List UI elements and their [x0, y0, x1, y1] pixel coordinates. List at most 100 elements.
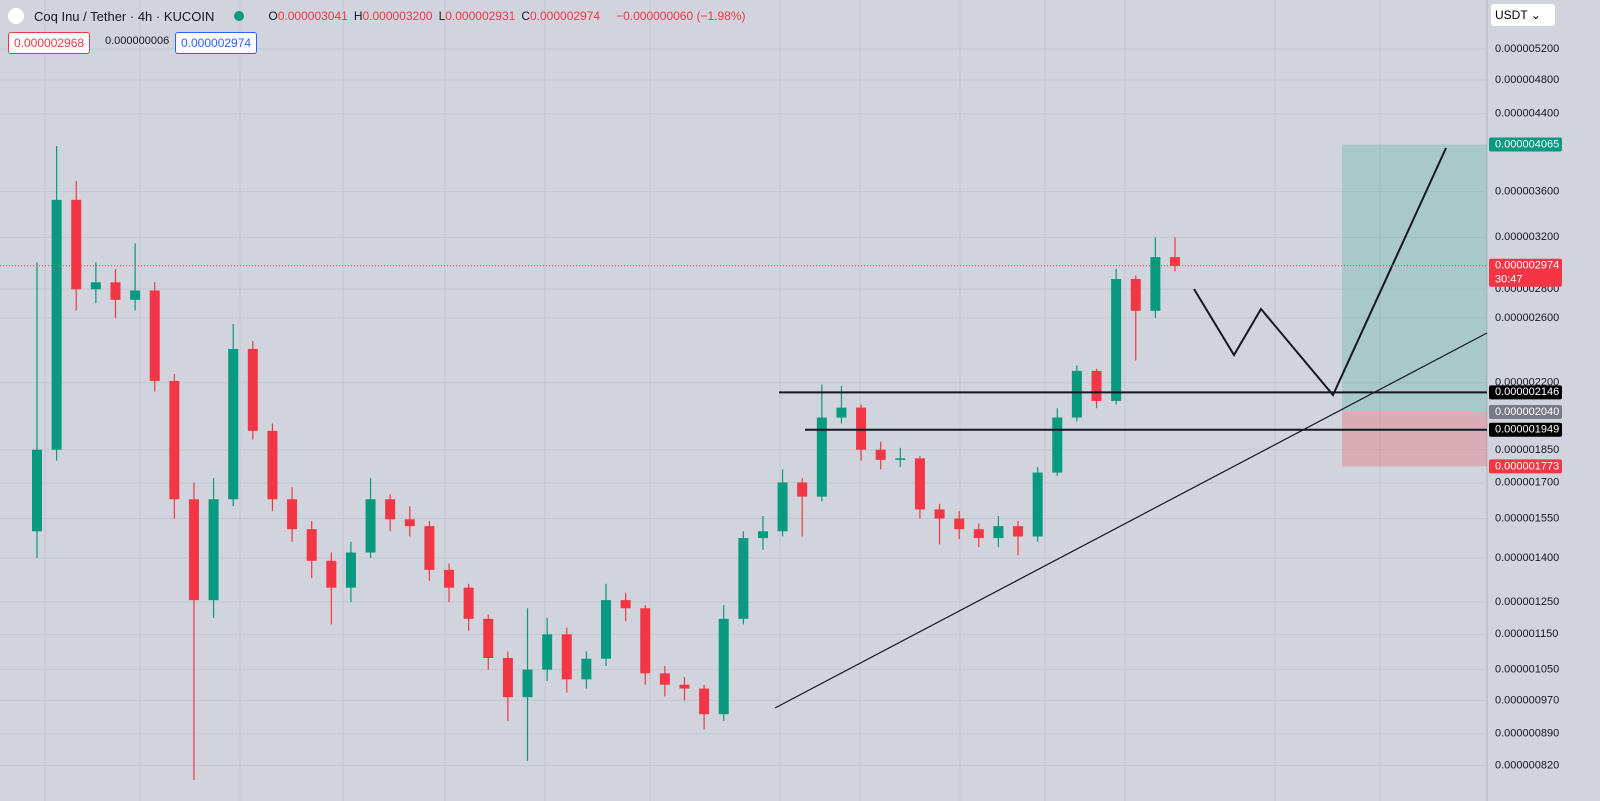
target-label: 0.000004065: [1495, 138, 1559, 150]
candle-body: [32, 449, 42, 532]
stop-zone: [1342, 411, 1487, 467]
level-label: 0.000002146: [1495, 386, 1559, 398]
y-tick-label: 0.000000820: [1495, 759, 1559, 771]
candle-body: [208, 499, 219, 601]
candle-body: [856, 407, 867, 450]
candle-body: [188, 499, 199, 601]
candle-body: [875, 449, 886, 460]
candle-body: [1091, 370, 1102, 401]
candle-body: [502, 657, 513, 698]
candle-body: [1111, 279, 1122, 401]
y-tick-label: 0.000000890: [1495, 728, 1559, 740]
candle-body: [718, 618, 729, 715]
last-price-label-bg: [1489, 258, 1562, 287]
entry-label: 0.000002040: [1495, 406, 1559, 418]
ohlc-label: L: [438, 9, 446, 23]
ohlc: O0.000003041 H0.000003200 L0.000002931 C0.0…: [268, 9, 606, 23]
candle-body: [444, 569, 455, 588]
ohlc-value: 0.000003041: [277, 9, 348, 23]
price-axis: [1487, 0, 1568, 801]
candle-body: [679, 684, 690, 689]
projection-path: [1193, 147, 1447, 397]
candle-body: [306, 529, 317, 561]
candle-body: [90, 282, 101, 290]
candle-body: [620, 600, 631, 609]
currency-select[interactable]: USDT ⌄: [1491, 4, 1555, 26]
vertical-grid: [44, 0, 1381, 801]
candle-body: [993, 526, 1004, 539]
level-label-bg: [1489, 422, 1562, 437]
level-label: 0.000001949: [1495, 424, 1559, 436]
candle-body: [954, 518, 965, 530]
candle-body: [914, 458, 925, 510]
candle-body: [659, 673, 670, 685]
currency[interactable]: USDT: [1495, 8, 1528, 22]
candle-body: [385, 499, 396, 520]
candle-body: [267, 430, 278, 500]
candle-body: [640, 608, 651, 674]
ohlc-value: 0.000002931: [445, 9, 516, 23]
change: −0.000000060 (−1.98%): [616, 9, 746, 23]
candle-body: [777, 482, 788, 532]
candle-body: [1013, 526, 1024, 537]
y-tick-label: 0.000005200: [1495, 43, 1559, 55]
candle-body: [326, 560, 337, 588]
candle-body: [738, 538, 749, 619]
candle-body: [561, 634, 572, 680]
candle-body: [149, 290, 160, 381]
ohlc-label: C: [521, 9, 530, 23]
candle-body: [424, 526, 435, 570]
buy-price[interactable]: 0.000002974: [175, 32, 258, 54]
y-tick-label: 0.000001850: [1495, 444, 1559, 456]
candle-body: [345, 552, 356, 588]
candle-body: [934, 509, 945, 519]
candle-body: [365, 499, 376, 553]
candle-body: [522, 669, 533, 698]
symbol-title[interactable]: Coq Inu / Tether · 4h · KUCOIN: [34, 8, 215, 24]
candle-body: [797, 482, 808, 497]
countdown: 30:47: [1495, 274, 1523, 286]
ohlc-label: O: [268, 9, 278, 23]
trend-line: [774, 332, 1488, 709]
candle-body: [581, 658, 592, 680]
candle-body: [757, 531, 768, 539]
sell-price[interactable]: 0.000002968: [8, 32, 91, 54]
market-status: [234, 11, 245, 21]
y-tick-label: 0.000003600: [1495, 186, 1559, 198]
candle-body: [169, 380, 180, 500]
y-tick-label: 0.000001550: [1495, 512, 1559, 524]
candle-body: [483, 618, 494, 658]
candle-body: [463, 587, 474, 619]
candle-body: [287, 499, 298, 530]
spread: 0.000000006: [105, 35, 170, 47]
candle-body: [130, 290, 141, 300]
y-tick-label: 0.000001250: [1495, 596, 1559, 608]
stop-label-bg: [1489, 459, 1562, 474]
candle-body: [71, 199, 82, 290]
candle-body: [699, 688, 710, 715]
symbol-header: Coq Inu / Tether · 4h · KUCOIN O0.000003…: [8, 8, 746, 24]
symbol-icon: [8, 8, 24, 24]
y-tick-label: 0.000001700: [1495, 477, 1559, 489]
stop-label: 0.000001773: [1495, 460, 1559, 472]
candle-body: [836, 407, 847, 418]
candle-body: [247, 348, 258, 431]
y-tick-label: 0.000002600: [1495, 312, 1559, 324]
y-tick-label: 0.000004800: [1495, 74, 1559, 86]
candle-body: [1032, 472, 1043, 537]
y-tick-label: 0.000001400: [1495, 552, 1559, 564]
candle-body: [895, 458, 906, 460]
candle-body: [404, 519, 415, 527]
y-tick-label: 0.000001050: [1495, 664, 1559, 676]
candle-body: [816, 417, 827, 497]
y-tick-label: 0.000004400: [1495, 108, 1559, 120]
candle-body: [1150, 257, 1161, 311]
target-zone: [1342, 144, 1487, 412]
candle-body: [973, 529, 984, 539]
candle-body: [542, 634, 553, 670]
entry-label-bg: [1489, 404, 1562, 419]
candle-body: [1071, 370, 1082, 418]
y-tick-label: 0.000003200: [1495, 231, 1559, 243]
